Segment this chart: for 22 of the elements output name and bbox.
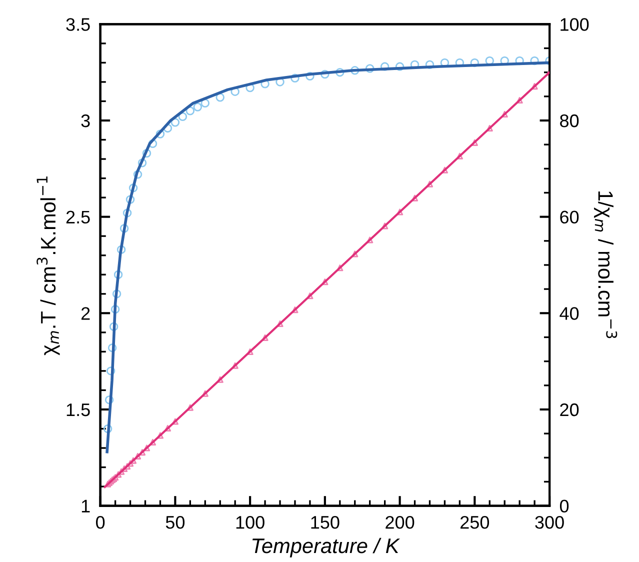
x-tick-label: 300 xyxy=(535,516,564,529)
x-tick-label: 50 xyxy=(166,516,185,529)
y2-tick-label: 40 xyxy=(560,307,579,320)
y2-tick-label: 0 xyxy=(560,500,569,513)
x-tick-label: 100 xyxy=(236,516,264,529)
y-tick-label: 2.5 xyxy=(66,210,90,224)
x-tick-label: 250 xyxy=(460,516,490,529)
y2-tick-label: 100 xyxy=(560,18,589,31)
y2-tick-label: 60 xyxy=(560,210,579,224)
y2-tick-label: 80 xyxy=(560,114,579,128)
x-tick-label: 0 xyxy=(96,516,105,529)
y2-tick-label: 20 xyxy=(560,403,579,416)
y-axis-title: χ$_{m}$.T / cm$^{3}$.K.mol$^{−1}$ xyxy=(36,176,60,356)
x-tick-label: 150 xyxy=(311,516,340,529)
y-tick-label: 1.5 xyxy=(66,404,90,416)
x-tick-label: 200 xyxy=(386,516,414,529)
x-axis-title: Temperature / K xyxy=(252,538,400,558)
y2-axis-title: 1/χ$_{m}$ / mol.cm$^{−3}$ xyxy=(594,191,618,338)
y-tick-label: 2 xyxy=(81,307,90,320)
y-tick-label: 1 xyxy=(82,500,90,512)
y-tick-label: 3.5 xyxy=(66,18,90,31)
y-tick-label: 3 xyxy=(81,114,90,128)
